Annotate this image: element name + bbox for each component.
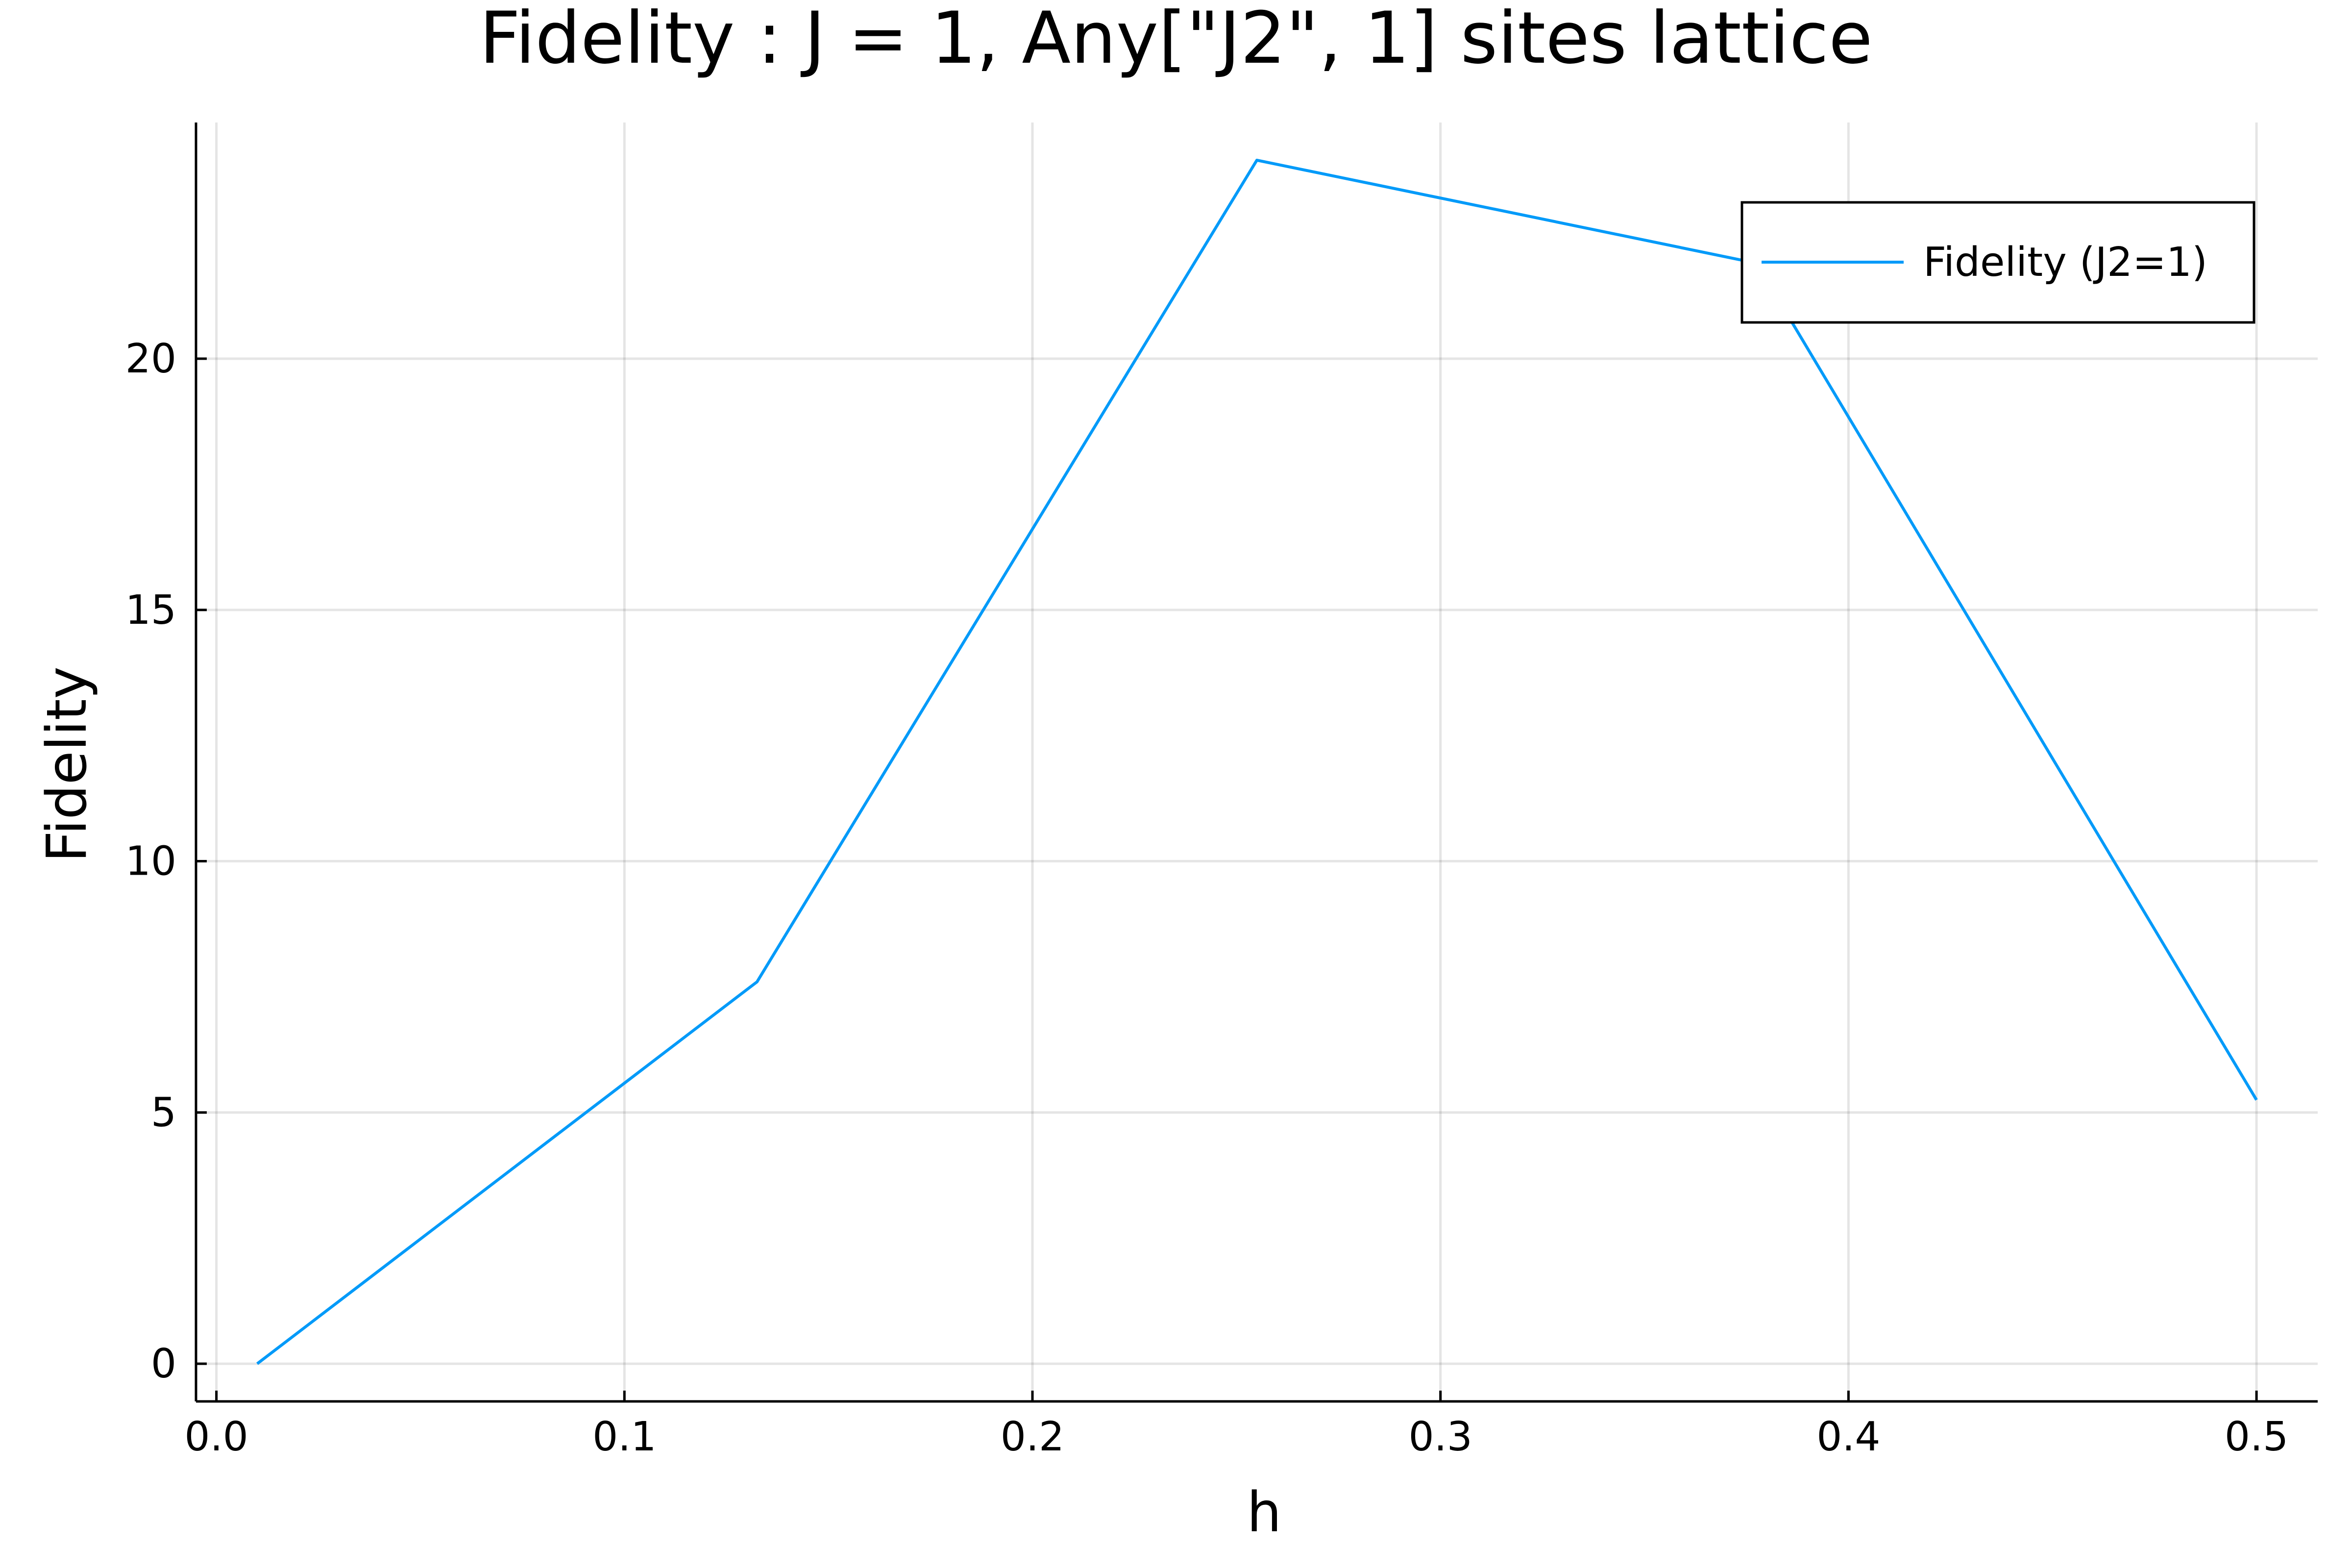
- ticks: 0.0 0.1 0.2 0.3 0.4 0.5 0 5 10 15 20: [125, 336, 2289, 1460]
- chart-title: Fidelity : J = 1, Any["J2", 1] sites lat…: [479, 0, 1873, 80]
- axes: [195, 122, 2318, 1403]
- x-tick-label: 0.2: [1001, 1414, 1064, 1460]
- x-tick-label: 0.1: [592, 1414, 656, 1460]
- y-tick-label: 20: [125, 336, 176, 382]
- y-tick-label: 10: [125, 838, 176, 885]
- legend: Fidelity (J2=1): [1740, 201, 2255, 324]
- x-tick-label: 0.5: [2225, 1414, 2288, 1460]
- y-tick-label: 15: [125, 587, 176, 634]
- series-layer: [256, 158, 2258, 1365]
- x-tick-label: 0.4: [1816, 1414, 1880, 1460]
- series-line-fidelity: [256, 158, 2258, 1365]
- y-tick-label: 0: [151, 1341, 176, 1387]
- x-tick-label: 0.3: [1409, 1414, 1472, 1460]
- legend-label: Fidelity (J2=1): [1923, 239, 2207, 286]
- y-axis-label: Fidelity: [35, 666, 99, 862]
- x-tick-label: 0.0: [184, 1414, 248, 1460]
- x-axis-label: h: [1247, 1481, 1282, 1544]
- y-tick-label: 5: [151, 1089, 176, 1136]
